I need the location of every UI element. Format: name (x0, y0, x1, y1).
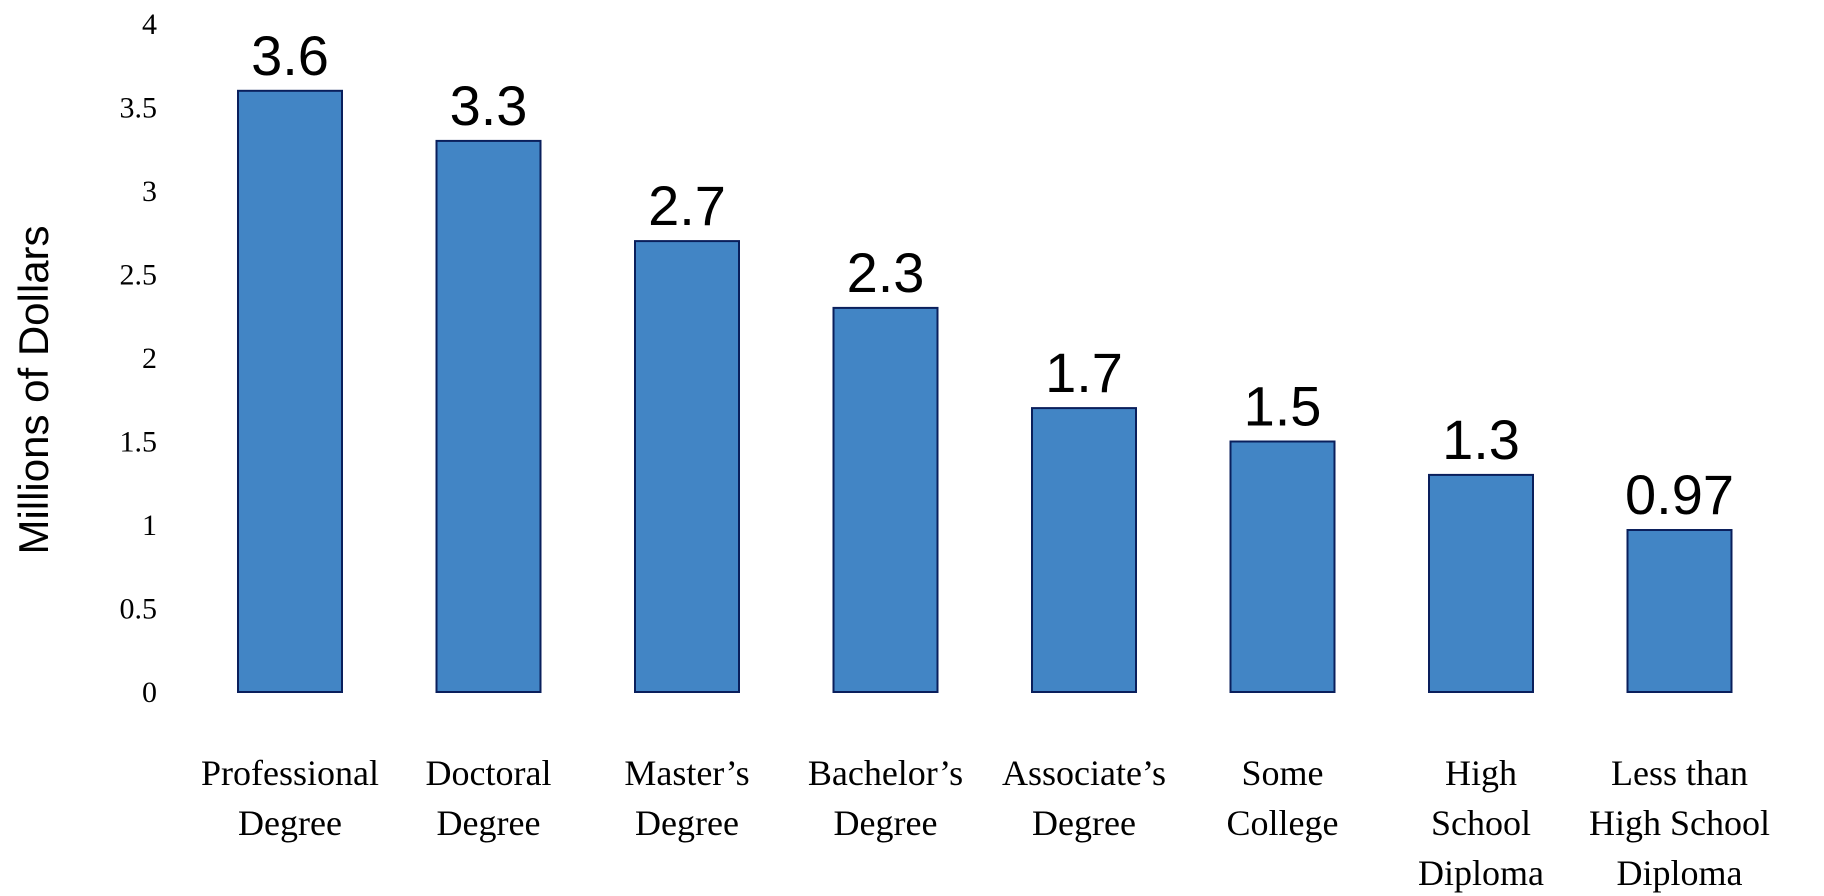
x-category-label: Professional Degree (201, 753, 379, 843)
y-tick-label: 4 (142, 8, 157, 41)
x-category-label-line: Diploma (1418, 853, 1544, 893)
y-tick-label: 1 (142, 509, 157, 542)
x-category-label-line: School (1431, 803, 1531, 843)
y-tick-label: 3 (142, 175, 157, 208)
bars (237, 89, 1733, 694)
bar-value-label: 1.3 (1442, 408, 1520, 471)
x-category-label-line: College (1227, 803, 1339, 843)
x-category-label-line: Doctoral (426, 753, 552, 793)
x-category-label-line: Degree (238, 803, 342, 843)
data-labels: 3.6 3.3 2.7 2.3 1.7 1.5 1.3 0.97 (251, 24, 1734, 526)
y-tick-label: 0 (142, 676, 157, 709)
y-tick-label: 2 (142, 342, 157, 375)
x-category-label-line: High (1445, 753, 1517, 793)
y-axis-ticks: 0 0.5 1 1.5 2 2.5 3 3.5 4 (120, 8, 158, 709)
bar (435, 139, 542, 693)
x-category-label: Associate’s Degree (1002, 753, 1166, 843)
y-tick-label: 1.5 (120, 426, 158, 459)
bar (1031, 407, 1137, 693)
x-category-label: High School Diploma (1418, 753, 1544, 893)
bar (1626, 529, 1733, 694)
x-category-label-line: High School (1589, 803, 1770, 843)
x-category-label-line: Associate’s (1002, 753, 1166, 793)
x-category-label: Some College (1227, 753, 1339, 843)
x-category-label: Less than High School Diploma (1589, 753, 1770, 893)
bar-value-label: 2.3 (847, 241, 925, 304)
bar-value-label: 0.97 (1625, 463, 1734, 526)
y-tick-label: 3.5 (120, 92, 158, 125)
bar (634, 240, 740, 693)
bar (1428, 473, 1534, 693)
x-category-label-line: Some (1241, 753, 1323, 793)
bar-value-label: 3.6 (251, 24, 329, 87)
bar (832, 306, 939, 693)
x-category-label-line: Degree (437, 803, 541, 843)
x-category-label: Master’s Degree (624, 753, 749, 843)
x-category-label-line: Diploma (1617, 853, 1743, 893)
y-axis-label: Millions of Dollars (10, 225, 57, 554)
x-category-label-line: Master’s (624, 753, 749, 793)
x-category-label-line: Degree (635, 803, 739, 843)
x-category-label-line: Degree (1032, 803, 1136, 843)
x-category-label-line: Degree (834, 803, 938, 843)
x-category-label: Doctoral Degree (426, 753, 552, 843)
bar (237, 89, 343, 694)
y-tick-label: 0.5 (120, 593, 158, 626)
x-category-label-line: Less than (1611, 753, 1748, 793)
y-tick-label: 2.5 (120, 259, 158, 292)
bar-value-label: 1.5 (1244, 375, 1322, 438)
x-category-label-line: Professional (201, 753, 379, 793)
x-category-label: Bachelor’s Degree (808, 753, 963, 843)
bar-value-label: 1.7 (1045, 341, 1123, 404)
bar-value-label: 3.3 (450, 74, 528, 137)
x-category-label-line: Bachelor’s (808, 753, 963, 793)
bar (1229, 440, 1336, 693)
bar-value-label: 2.7 (648, 174, 726, 237)
